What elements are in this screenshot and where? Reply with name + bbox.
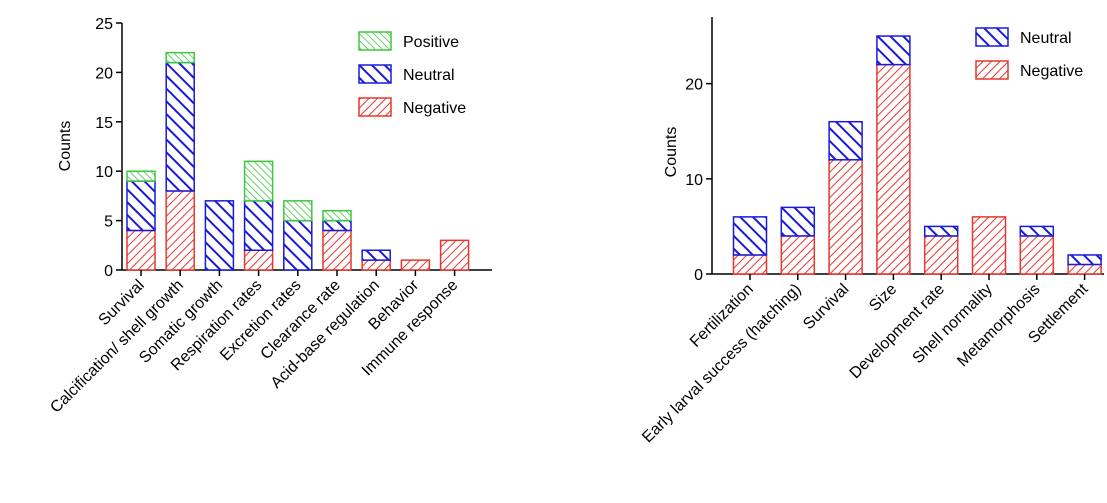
bar-negative-development-rate [923, 235, 959, 275]
bar-neutral-respiration-rates [243, 200, 274, 251]
bar-neutral-survival [828, 120, 863, 161]
bar-negative-size [876, 63, 911, 275]
bar-neutral-excretion-rates [283, 219, 313, 271]
y-tick-label: 20 [95, 65, 113, 82]
bar-positive-clearance-rate [322, 209, 352, 222]
bar-negative-survival [126, 229, 156, 271]
bar-positive-respiration-rates [243, 160, 274, 202]
bar-positive-survival [126, 170, 156, 182]
bar-neutral-early-larval-success-hatching [780, 206, 816, 237]
bar-negative-metamorphosis [1019, 235, 1055, 275]
bar-positive-calcification-shell-growth [165, 51, 195, 64]
legend-swatch-neutral [975, 27, 1009, 47]
y-tick-label: 15 [95, 115, 113, 132]
y-axis-title: Counts [663, 127, 680, 178]
bar-neutral-fertilization [732, 216, 768, 256]
bar-negative-clearance-rate [322, 229, 352, 271]
bar-neutral-settlement [1067, 254, 1102, 266]
bar-negative-shell-normality [971, 216, 1007, 275]
bar-neutral-acid-base-regulation [361, 249, 391, 261]
bar-neutral-size [876, 35, 911, 66]
y-tick-label: 20 [685, 77, 703, 94]
legend-label-negative: Negative [1020, 63, 1083, 80]
x-tick-label-size: Size [866, 281, 900, 315]
bar-negative-survival [828, 159, 863, 275]
bar-negative-immune-response [439, 239, 470, 271]
x-tick-label-survival: Survival [800, 281, 852, 333]
legend-swatch-neutral [358, 64, 392, 84]
bar-positive-excretion-rates [283, 200, 313, 222]
y-tick-label: 25 [95, 16, 113, 33]
bar-negative-early-larval-success-hatching [780, 235, 816, 275]
y-tick-label: 10 [685, 172, 703, 189]
y-tick-label: 0 [694, 267, 703, 284]
legend-swatch-negative [358, 97, 392, 117]
y-tick-label: 0 [104, 263, 113, 280]
bar-negative-acid-base-regulation [361, 259, 391, 271]
y-axis-title: Counts [57, 121, 74, 172]
y-tick-label: 5 [104, 214, 113, 231]
bar-neutral-development-rate [923, 225, 959, 237]
legend-swatch-positive [358, 31, 392, 51]
bar-negative-settlement [1067, 263, 1102, 275]
bar-neutral-calcification-shell-growth [165, 61, 195, 192]
bar-negative-respiration-rates [243, 249, 274, 271]
legend-label-positive: Positive [403, 34, 459, 51]
bar-negative-fertilization [732, 254, 768, 275]
legend-label-negative: Negative [403, 100, 466, 117]
bar-negative-calcification-shell-growth [165, 190, 195, 271]
y-tick-label: 10 [95, 164, 113, 181]
bar-neutral-survival [126, 180, 156, 232]
legend-label-neutral: Neutral [1020, 30, 1072, 47]
x-tick-label-metamorphosis: Metamorphosis [954, 281, 1043, 370]
bar-neutral-clearance-rate [322, 219, 352, 232]
legend-swatch-negative [975, 60, 1009, 80]
bar-neutral-somatic-growth [204, 200, 235, 271]
bar-neutral-metamorphosis [1019, 225, 1055, 237]
legend-label-neutral: Neutral [403, 67, 455, 84]
bar-negative-behavior [400, 259, 431, 271]
